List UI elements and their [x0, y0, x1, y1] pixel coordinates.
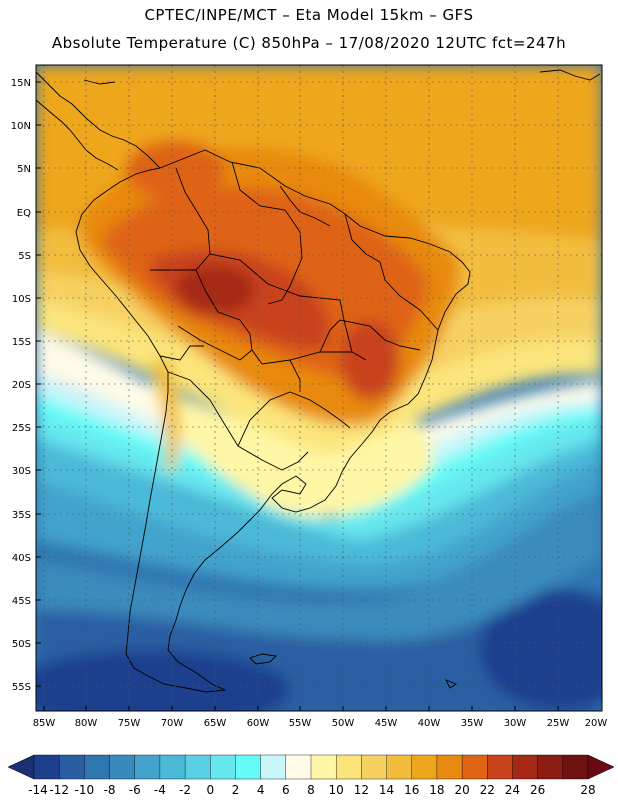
colorbar-label: -10	[75, 783, 95, 797]
colorbar-cell	[461, 754, 488, 780]
colorbar-cell	[436, 754, 463, 780]
lon-label: 85W	[33, 718, 56, 729]
lon-label: 55W	[289, 718, 312, 729]
map-frame	[35, 64, 603, 712]
colorbar-label: -2	[179, 783, 191, 797]
colorbar-label: 12	[354, 783, 369, 797]
colorbar-cell	[285, 754, 312, 780]
colorbar-cell	[562, 754, 589, 780]
colorbar-min-arrow	[7, 754, 35, 780]
colorbar-cell	[361, 754, 388, 780]
lon-label: 40W	[418, 718, 441, 729]
colorbar-cell	[84, 754, 111, 780]
colorbar-label: 8	[307, 783, 315, 797]
grid-lines	[36, 65, 602, 711]
colorbar-cell	[487, 754, 513, 780]
lat-label: 15N	[11, 78, 31, 89]
lon-label: 70W	[161, 718, 184, 729]
temperature-field	[36, 65, 602, 711]
colorbar-label: 4	[257, 783, 265, 797]
colorbar-label: 10	[329, 783, 344, 797]
colorbar-labels: -14 -12 -10 -8 -6 -4 -2 0 2 4 6 8 10 12 14 16 18 20 22 24 26…	[28, 783, 595, 797]
lon-label: 30W	[504, 718, 527, 729]
lon-label: 45W	[375, 718, 398, 729]
map-subtitle: Absolute Temperature (C) 850hPa – 17/08/…	[51, 34, 567, 52]
lat-label: EQ	[17, 208, 31, 219]
lon-label: 65W	[204, 718, 227, 729]
lat-label: 40S	[12, 553, 31, 564]
lat-label: 50S	[12, 639, 31, 650]
lon-label: 25W	[547, 718, 570, 729]
colorbar-cell	[235, 754, 262, 780]
lat-label: 20S	[12, 380, 31, 391]
lat-label: 30S	[12, 466, 31, 477]
lon-label: 20W	[585, 718, 608, 729]
colorbar-label: 26	[530, 783, 545, 797]
colorbar-cell	[184, 754, 211, 780]
lon-label: 75W	[118, 718, 141, 729]
colorbar-label: 6	[282, 783, 290, 797]
colorbar-label: 16	[404, 783, 419, 797]
colorbar-label: -4	[154, 783, 166, 797]
map-title: CPTEC/INPE/MCT – Eta Model 15km – GFS	[144, 6, 474, 24]
colorbar-cell	[512, 754, 539, 780]
colorbar-cells	[33, 754, 589, 780]
colorbar-label: -6	[129, 783, 141, 797]
colorbar-label: 0	[206, 783, 214, 797]
colorbar-label: 20	[454, 783, 469, 797]
colorbar-cell	[134, 754, 161, 780]
colorbar-cell	[260, 754, 287, 780]
lon-label: 80W	[75, 718, 98, 729]
lat-label: 10S	[12, 294, 31, 305]
lon-label: 60W	[247, 718, 270, 729]
colorbar-cell	[159, 754, 186, 780]
colorbar-cell	[411, 754, 438, 780]
colorbar: -14 -12 -10 -8 -6 -4 -2 0 2 4 6 8 10 12 14 16 18 20 22 24 26…	[7, 754, 615, 797]
colorbar-label: -14	[28, 783, 48, 797]
lat-label: 35S	[12, 510, 31, 521]
colorbar-label: 14	[379, 783, 394, 797]
colorbar-label: 22	[480, 783, 495, 797]
lat-label: 5S	[18, 251, 31, 262]
lat-label: 25S	[12, 423, 31, 434]
lat-label: 45S	[12, 596, 31, 607]
lon-label: 35W	[461, 718, 484, 729]
colorbar-label: -12	[49, 783, 69, 797]
lat-axis	[36, 81, 41, 687]
lat-label: 5N	[17, 164, 31, 175]
colorbar-cell	[33, 754, 60, 780]
colorbar-label: -8	[104, 783, 116, 797]
colorbar-label: 28	[580, 783, 595, 797]
colorbar-cell	[537, 754, 564, 780]
lat-label: 55S	[12, 682, 31, 693]
colorbar-cell	[109, 754, 136, 780]
lon-axis	[43, 706, 559, 711]
colorbar-cell	[310, 754, 337, 780]
colorbar-cell	[386, 754, 413, 780]
colorbar-max-arrow	[587, 754, 615, 780]
lon-labels: 85W 80W 75W 70W 65W 60W 55W 50W 45W 40W …	[33, 718, 608, 729]
colorbar-cell	[335, 754, 362, 780]
colorbar-label: 18	[429, 783, 444, 797]
lat-labels: 15N 10N 5N EQ 5S 10S 15S 20S 25S 30S 35S…	[11, 78, 31, 693]
lon-label: 50W	[332, 718, 355, 729]
lat-label: 10N	[11, 121, 31, 132]
lat-label: 15S	[12, 337, 31, 348]
colorbar-cell	[58, 754, 85, 780]
colorbar-label: 2	[232, 783, 240, 797]
colorbar-cell	[210, 754, 236, 780]
colorbar-label: 24	[505, 783, 520, 797]
